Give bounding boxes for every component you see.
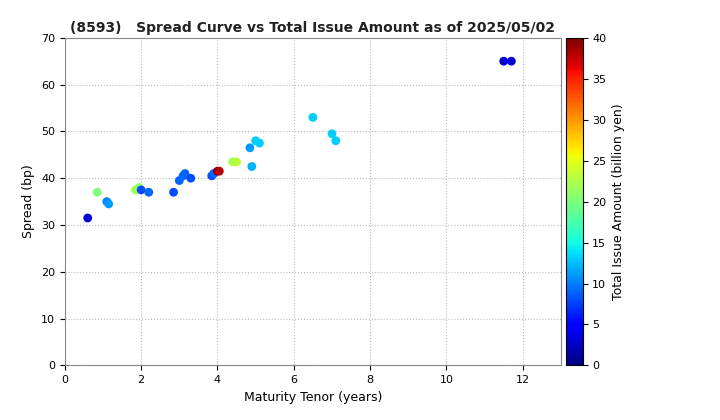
Point [505,58,517,65]
Y-axis label: Spread (bp): Spread (bp) [22,165,35,239]
X-axis label: Maturity Tenor (years): Maturity Tenor (years) [243,391,382,404]
Point [135,186,147,193]
Point [174,177,185,184]
Point [143,189,155,196]
Point [91,189,103,196]
Point [179,170,191,177]
Point [185,175,197,181]
Point [133,184,145,191]
Title: (8593)   Spread Curve vs Total Issue Amount as of 2025/05/02: (8593) Spread Curve vs Total Issue Amoun… [71,21,555,35]
Point [250,137,261,144]
Point [130,186,141,193]
Point [177,173,189,179]
Point [498,58,510,65]
Point [208,170,220,177]
Point [231,158,243,165]
Point [214,168,225,175]
Point [246,163,258,170]
Point [206,173,217,179]
Point [227,158,238,165]
Point [330,137,341,144]
Point [326,130,338,137]
Y-axis label: Total Issue Amount (billion yen): Total Issue Amount (billion yen) [612,103,625,300]
Point [307,114,319,121]
Point [212,168,223,175]
Point [253,140,265,147]
Point [168,189,179,196]
Point [103,201,114,207]
Point [101,198,112,205]
Point [82,215,94,221]
Point [244,144,256,151]
